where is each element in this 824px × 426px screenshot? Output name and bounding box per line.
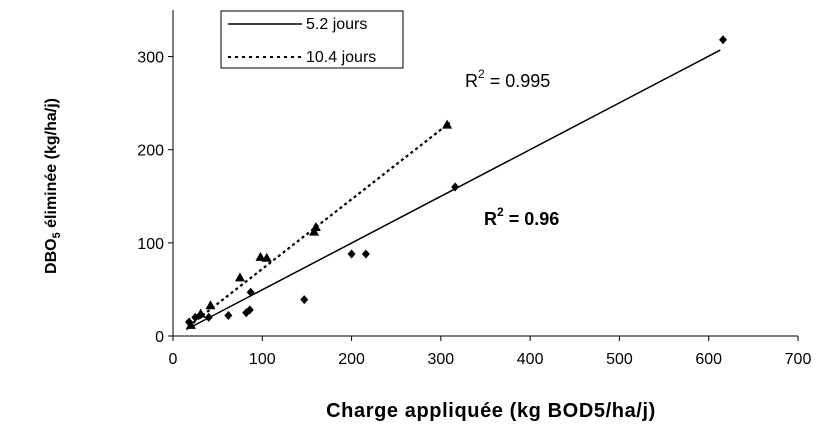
y-tick-label: 0 (155, 329, 164, 346)
x-tick-label: 300 (428, 351, 455, 368)
r2-annotation-5-2-jours: R2 = 0.96 (484, 205, 559, 229)
x-tick-label: 400 (517, 351, 544, 368)
data-point-5-2-jours (245, 305, 254, 315)
x-tick-label: 600 (695, 351, 722, 368)
x-tick-label: 700 (785, 351, 812, 368)
data-point-5-2-jours (204, 312, 213, 322)
data-point-5-2-jours (224, 311, 233, 321)
data-point-10-4-jours (261, 252, 272, 262)
legend-label-10-4-jours: 10.4 jours (306, 49, 376, 66)
y-tick-label: 200 (137, 143, 164, 160)
x-tick-label: 100 (249, 351, 276, 368)
data-point-5-2-jours (719, 35, 727, 45)
x-axis-ticks: 0 100 200 300 400 500 600 700 (169, 336, 812, 368)
x-tick-label: 500 (606, 351, 633, 368)
trendlines (186, 49, 721, 331)
y-axis-label: DBO5 éliminée (kg/ha/j) (43, 98, 63, 274)
x-axis-label: Charge appliquée (kg BOD5/ha/j) (326, 400, 656, 422)
trendline-10-4-jours (187, 121, 451, 328)
legend-box (220, 10, 404, 69)
data-point-5-2-jours (361, 249, 370, 259)
data-point-10-4-jours (255, 251, 266, 261)
data-point-10-4-jours (205, 300, 216, 310)
data-point-5-2-jours (246, 287, 255, 297)
x-tick-label: 200 (338, 351, 365, 368)
trendline-5-2-jours (186, 49, 721, 331)
y-tick-label: 100 (137, 236, 164, 253)
data-point-10-4-jours (195, 308, 206, 318)
r2-annotation-10-4-jours: R2 = 0.995 (465, 67, 550, 91)
data-point-10-4-jours (310, 222, 321, 232)
data-point-5-2-jours (300, 295, 309, 305)
legend: 5.2 jours 10.4 jours (220, 10, 404, 69)
legend-label-5-2-jours: 5.2 jours (306, 16, 367, 33)
data-point-5-2-jours (347, 249, 356, 259)
data-point-10-4-jours (185, 319, 196, 329)
y-tick-label: 300 (137, 50, 164, 67)
axes (172, 10, 798, 341)
data-point-5-2-jours (451, 182, 460, 192)
data-point-10-4-jours (234, 272, 245, 282)
data-point-10-4-jours (309, 226, 320, 236)
data-point-10-4-jours (442, 119, 453, 129)
data-points (185, 35, 727, 329)
y-axis-ticks: 0 100 200 300 (137, 50, 173, 346)
x-tick-label: 0 (169, 351, 178, 368)
